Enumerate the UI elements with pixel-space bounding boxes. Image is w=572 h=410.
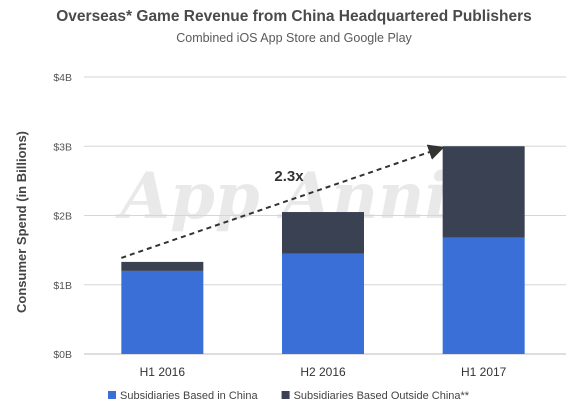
x-category-label: H2 2016 [300,365,346,379]
growth-arrow [121,144,445,259]
chart-title: Overseas* Game Revenue from China Headqu… [56,8,532,25]
y-tick-label: $4B [53,72,72,84]
y-tick-label: $1B [53,280,72,292]
legend-label: Subsidiaries Based Outside China** [294,390,470,402]
y-axis-label: Consumer Spend (in Billions) [14,131,29,313]
legend: Subsidiaries Based in China Subsidiaries … [108,390,470,402]
x-axis-categories: H1 2016 H2 2016 H1 2017 [140,365,507,379]
legend-swatch [281,391,290,399]
x-category-label: H1 2017 [461,365,507,379]
bar-segment-china [282,253,364,354]
bar-segment-outside-china [121,261,204,271]
y-tick-label: $0B [53,349,72,361]
y-axis-ticks: $0B $1B $2B $3B $4B [53,72,72,361]
x-category-label: H1 2016 [140,365,186,379]
bar-segment-china [121,270,204,354]
bar-segment-outside-china [442,146,525,238]
y-tick-label: $3B [53,141,72,153]
y-tick-label: $2B [53,211,72,223]
legend-label: Subsidiaries Based in China [120,390,258,402]
chart-subtitle: Combined iOS App Store and Google Play [176,31,412,45]
bar-segment-outside-china [282,212,364,254]
legend-swatch [108,391,116,399]
growth-annotation: 2.3x [274,168,304,185]
bar-segment-china [442,237,525,354]
bars [121,146,525,354]
